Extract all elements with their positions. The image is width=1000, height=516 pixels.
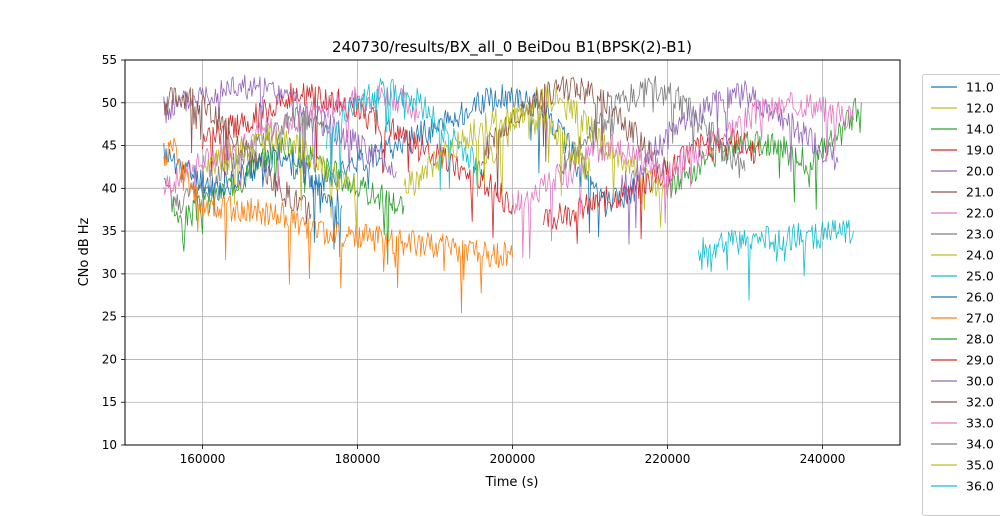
legend-label: 23.0: [966, 227, 994, 242]
y-axis-label: CNo dB Hz: [77, 217, 92, 286]
series-line-20-0: [163, 74, 397, 178]
legend-label: 30.0: [966, 374, 994, 389]
x-tick-label: 240000: [800, 452, 846, 466]
x-tick-label: 220000: [645, 452, 691, 466]
legend: 11.0 12.0 14.0 19.0 20.0 21.0 22.0 23.0 24.0 25.0…: [922, 74, 1000, 516]
series-line-28-0: [667, 97, 862, 210]
y-tick-label: 55: [102, 53, 117, 67]
legend-label: 21.0: [966, 185, 994, 200]
y-tick-label: 40: [102, 181, 117, 195]
series-line-14-0: [163, 134, 405, 265]
legend-label: 26.0: [966, 290, 994, 305]
chart-figure: 240730/results/BX_all_0 BeiDou B1(BPSK(2…: [77, 38, 901, 490]
legend-label: 36.0: [966, 479, 994, 494]
y-tick-label: 45: [102, 139, 117, 153]
y-tick-label: 20: [102, 352, 117, 366]
series-line-34-0: [558, 75, 746, 179]
legend-label: 22.0: [966, 206, 994, 221]
legend-label: 27.0: [966, 311, 994, 326]
y-tick-label: 30: [102, 267, 117, 281]
y-axis: 10 15 20 25 30 35 40 45 50 55: [102, 53, 125, 452]
series-line-33-0: [512, 91, 854, 259]
legend-label: 11.0: [966, 80, 994, 95]
legend-label: 19.0: [966, 143, 994, 158]
x-tick-label: 200000: [490, 452, 536, 466]
y-tick-label: 25: [102, 310, 117, 324]
chart-title: 240730/results/BX_all_0 BeiDou B1(BPSK(2…: [332, 38, 692, 57]
y-tick-label: 35: [102, 224, 117, 238]
legend-label: 28.0: [966, 332, 994, 347]
series-line-36-0: [698, 219, 854, 301]
series-line-35-0: [403, 103, 591, 198]
legend-label: 29.0: [966, 353, 994, 368]
y-tick-label: 15: [102, 395, 117, 409]
y-tick-label: 50: [102, 96, 117, 110]
x-axis-label: Time (s): [485, 475, 539, 490]
legend-label: 25.0: [966, 269, 994, 284]
series-layer: [163, 74, 862, 314]
legend-label: 12.0: [966, 101, 994, 116]
legend-label: 14.0: [966, 122, 994, 137]
legend-label: 20.0: [966, 164, 994, 179]
series-line-21-0: [163, 87, 312, 225]
series-line-26-0: [163, 142, 343, 258]
series-line-12-0: [481, 84, 668, 228]
series-line-23-0: [171, 106, 327, 217]
x-axis: 160000 180000 200000 220000 240000: [180, 445, 846, 466]
legend-label: 33.0: [966, 416, 994, 431]
legend-label: 24.0: [966, 248, 994, 263]
y-tick-label: 10: [102, 438, 117, 452]
legend-label: 32.0: [966, 395, 994, 410]
series-line-30-0: [620, 80, 839, 245]
legend-label: 34.0: [966, 437, 994, 452]
legend-entries: 11.0 12.0 14.0 19.0 20.0 21.0 22.0 23.0 24.0 25.0…: [931, 80, 994, 494]
legend-label: 35.0: [966, 458, 994, 473]
x-tick-label: 160000: [180, 452, 226, 466]
x-tick-label: 180000: [335, 452, 381, 466]
series-line-25-0: [326, 78, 482, 191]
series-line-27-0: [163, 137, 513, 314]
